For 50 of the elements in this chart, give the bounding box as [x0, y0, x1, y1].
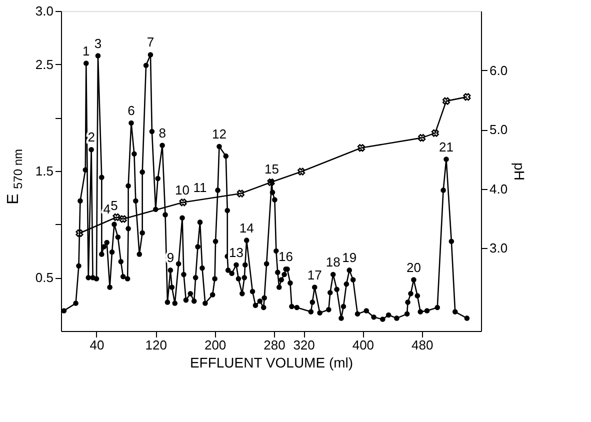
point: [76, 229, 84, 238]
y-tick-label: 0.5: [35, 270, 54, 286]
annotation: 15: [264, 162, 279, 177]
point: [418, 134, 426, 142]
annotation: 9: [166, 250, 174, 266]
y-tick-label: 1.5: [35, 164, 54, 178]
x-tick-label: 280: [264, 338, 286, 352]
y2-axis-title: pH: [512, 162, 528, 180]
annotation: 14: [239, 220, 254, 236]
point: [442, 97, 450, 105]
point: [357, 144, 365, 152]
annotation: 1: [82, 43, 90, 58]
annotation: 2: [88, 130, 95, 145]
annotation: 21: [439, 139, 454, 154]
annotation: 11: [193, 180, 207, 195]
x-tick-label: 320: [293, 338, 315, 352]
y-tick-label: 3.0: [35, 4, 54, 18]
annotation: 8: [158, 125, 166, 140]
y2-tick-label: 3.0: [490, 240, 508, 256]
x-tick-label: 40: [90, 338, 104, 352]
annotation: 6: [128, 103, 135, 118]
x-tick-label: 200: [204, 338, 226, 352]
y-axis-title: E570 nm: [5, 148, 25, 204]
annotation: 10: [175, 182, 190, 198]
annotation: 4: [103, 201, 110, 216]
point: [298, 168, 306, 176]
annotation: 5: [110, 198, 118, 214]
x-tick-label: 480: [411, 338, 434, 352]
x-axis-title: EFFLUENT VOLUME (ml): [190, 354, 354, 370]
x-tick-label: 400: [352, 338, 374, 352]
y2-tick-label: 5.0: [490, 122, 508, 138]
point: [431, 129, 439, 137]
y2-tick-label: 6.0: [490, 62, 508, 78]
y2-tick-label: 4.0: [490, 181, 508, 196]
point: [463, 93, 471, 101]
y-tick-label: 2.5: [35, 56, 54, 72]
annotation: 16: [278, 249, 294, 264]
annotation: 12: [212, 126, 226, 142]
annotation: 7: [146, 34, 154, 50]
annotation: 3: [94, 36, 102, 51]
annotation: 19: [342, 250, 357, 266]
annotation: 13: [229, 244, 244, 260]
point: [119, 215, 127, 223]
annotation: 17: [307, 267, 322, 282]
point: [112, 213, 120, 222]
point: [236, 190, 244, 198]
annotation: 18: [326, 254, 340, 270]
x-tick-label: 120: [145, 338, 167, 352]
point: [179, 198, 187, 206]
annotation: 20: [406, 260, 421, 275]
